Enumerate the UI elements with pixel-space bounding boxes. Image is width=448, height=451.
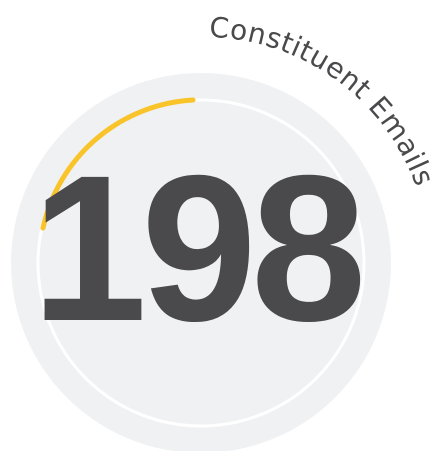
gauge-background [11,73,391,451]
gauge-track [36,98,366,428]
gauge-progress-arc [40,97,196,231]
gauge-value: 198 [31,133,360,365]
